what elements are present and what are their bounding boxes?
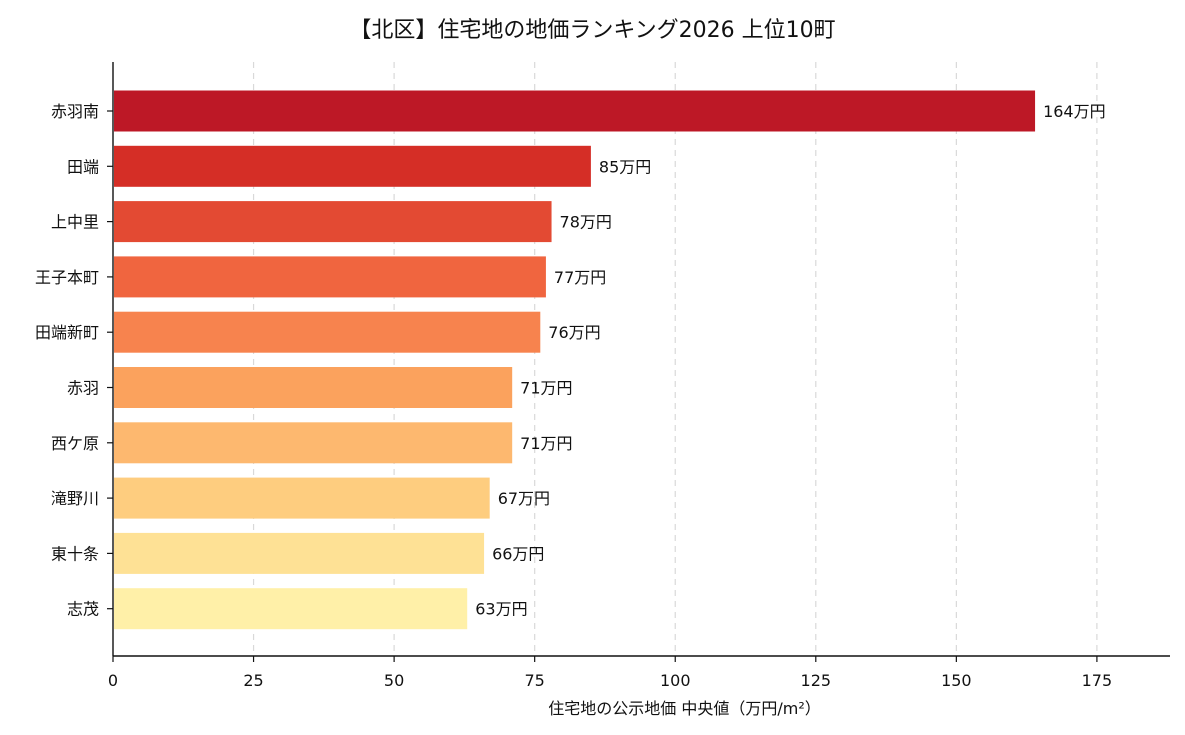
category-label: 赤羽 (67, 379, 99, 398)
data-label: 77万円 (554, 268, 606, 287)
x-tick-label: 150 (941, 671, 972, 690)
data-label: 71万円 (520, 379, 572, 398)
axes: 0 25 50 75 100 125 150 175 赤羽南田端上中里王子本町田端新町赤羽西ケ原… (35, 62, 1170, 690)
chart-title: 【北区】住宅地の地価ランキング2026 上位10町 (349, 18, 836, 43)
category-label: 西ケ原 (51, 434, 99, 453)
x-tick-label: 100 (660, 671, 691, 690)
data-label: 85万円 (599, 157, 651, 176)
data-label: 63万円 (475, 600, 527, 619)
category-label: 赤羽南 (51, 102, 99, 121)
data-label: 76万円 (548, 323, 600, 342)
x-tick-label: 125 (801, 671, 832, 690)
bar (114, 367, 513, 408)
data-label: 67万円 (498, 489, 550, 508)
data-label: 71万円 (520, 434, 572, 453)
category-label: 上中里 (51, 213, 99, 232)
category-label: 志茂 (67, 600, 99, 619)
bar (114, 588, 468, 630)
bar (114, 311, 541, 353)
x-tick-label: 25 (243, 671, 263, 690)
data-label: 164万円 (1043, 102, 1106, 121)
bars: 164万円 85万円 78万円 77万円 76万円 71万円 71万円 67万円 66万円 63万… (114, 90, 1106, 630)
x-tick-label: 0 (108, 671, 118, 690)
x-tick-label: 50 (384, 671, 404, 690)
data-label: 66万円 (492, 544, 544, 563)
x-tick-label: 175 (1082, 671, 1113, 690)
bar (114, 201, 552, 243)
data-label: 78万円 (560, 213, 612, 232)
category-label: 東十条 (51, 544, 99, 563)
category-label: 田端 (67, 157, 99, 176)
category-label: 田端新町 (35, 323, 99, 342)
category-label: 滝野川 (51, 489, 99, 508)
x-axis-title: 住宅地の公示地価 中央値（万円/m²） (548, 699, 820, 718)
bar (114, 477, 490, 519)
bar (114, 256, 546, 298)
category-label: 王子本町 (35, 268, 99, 287)
x-tick-label: 75 (524, 671, 544, 690)
bar (114, 532, 485, 574)
bar (114, 90, 1036, 132)
bar (114, 145, 591, 187)
bar (114, 422, 513, 464)
